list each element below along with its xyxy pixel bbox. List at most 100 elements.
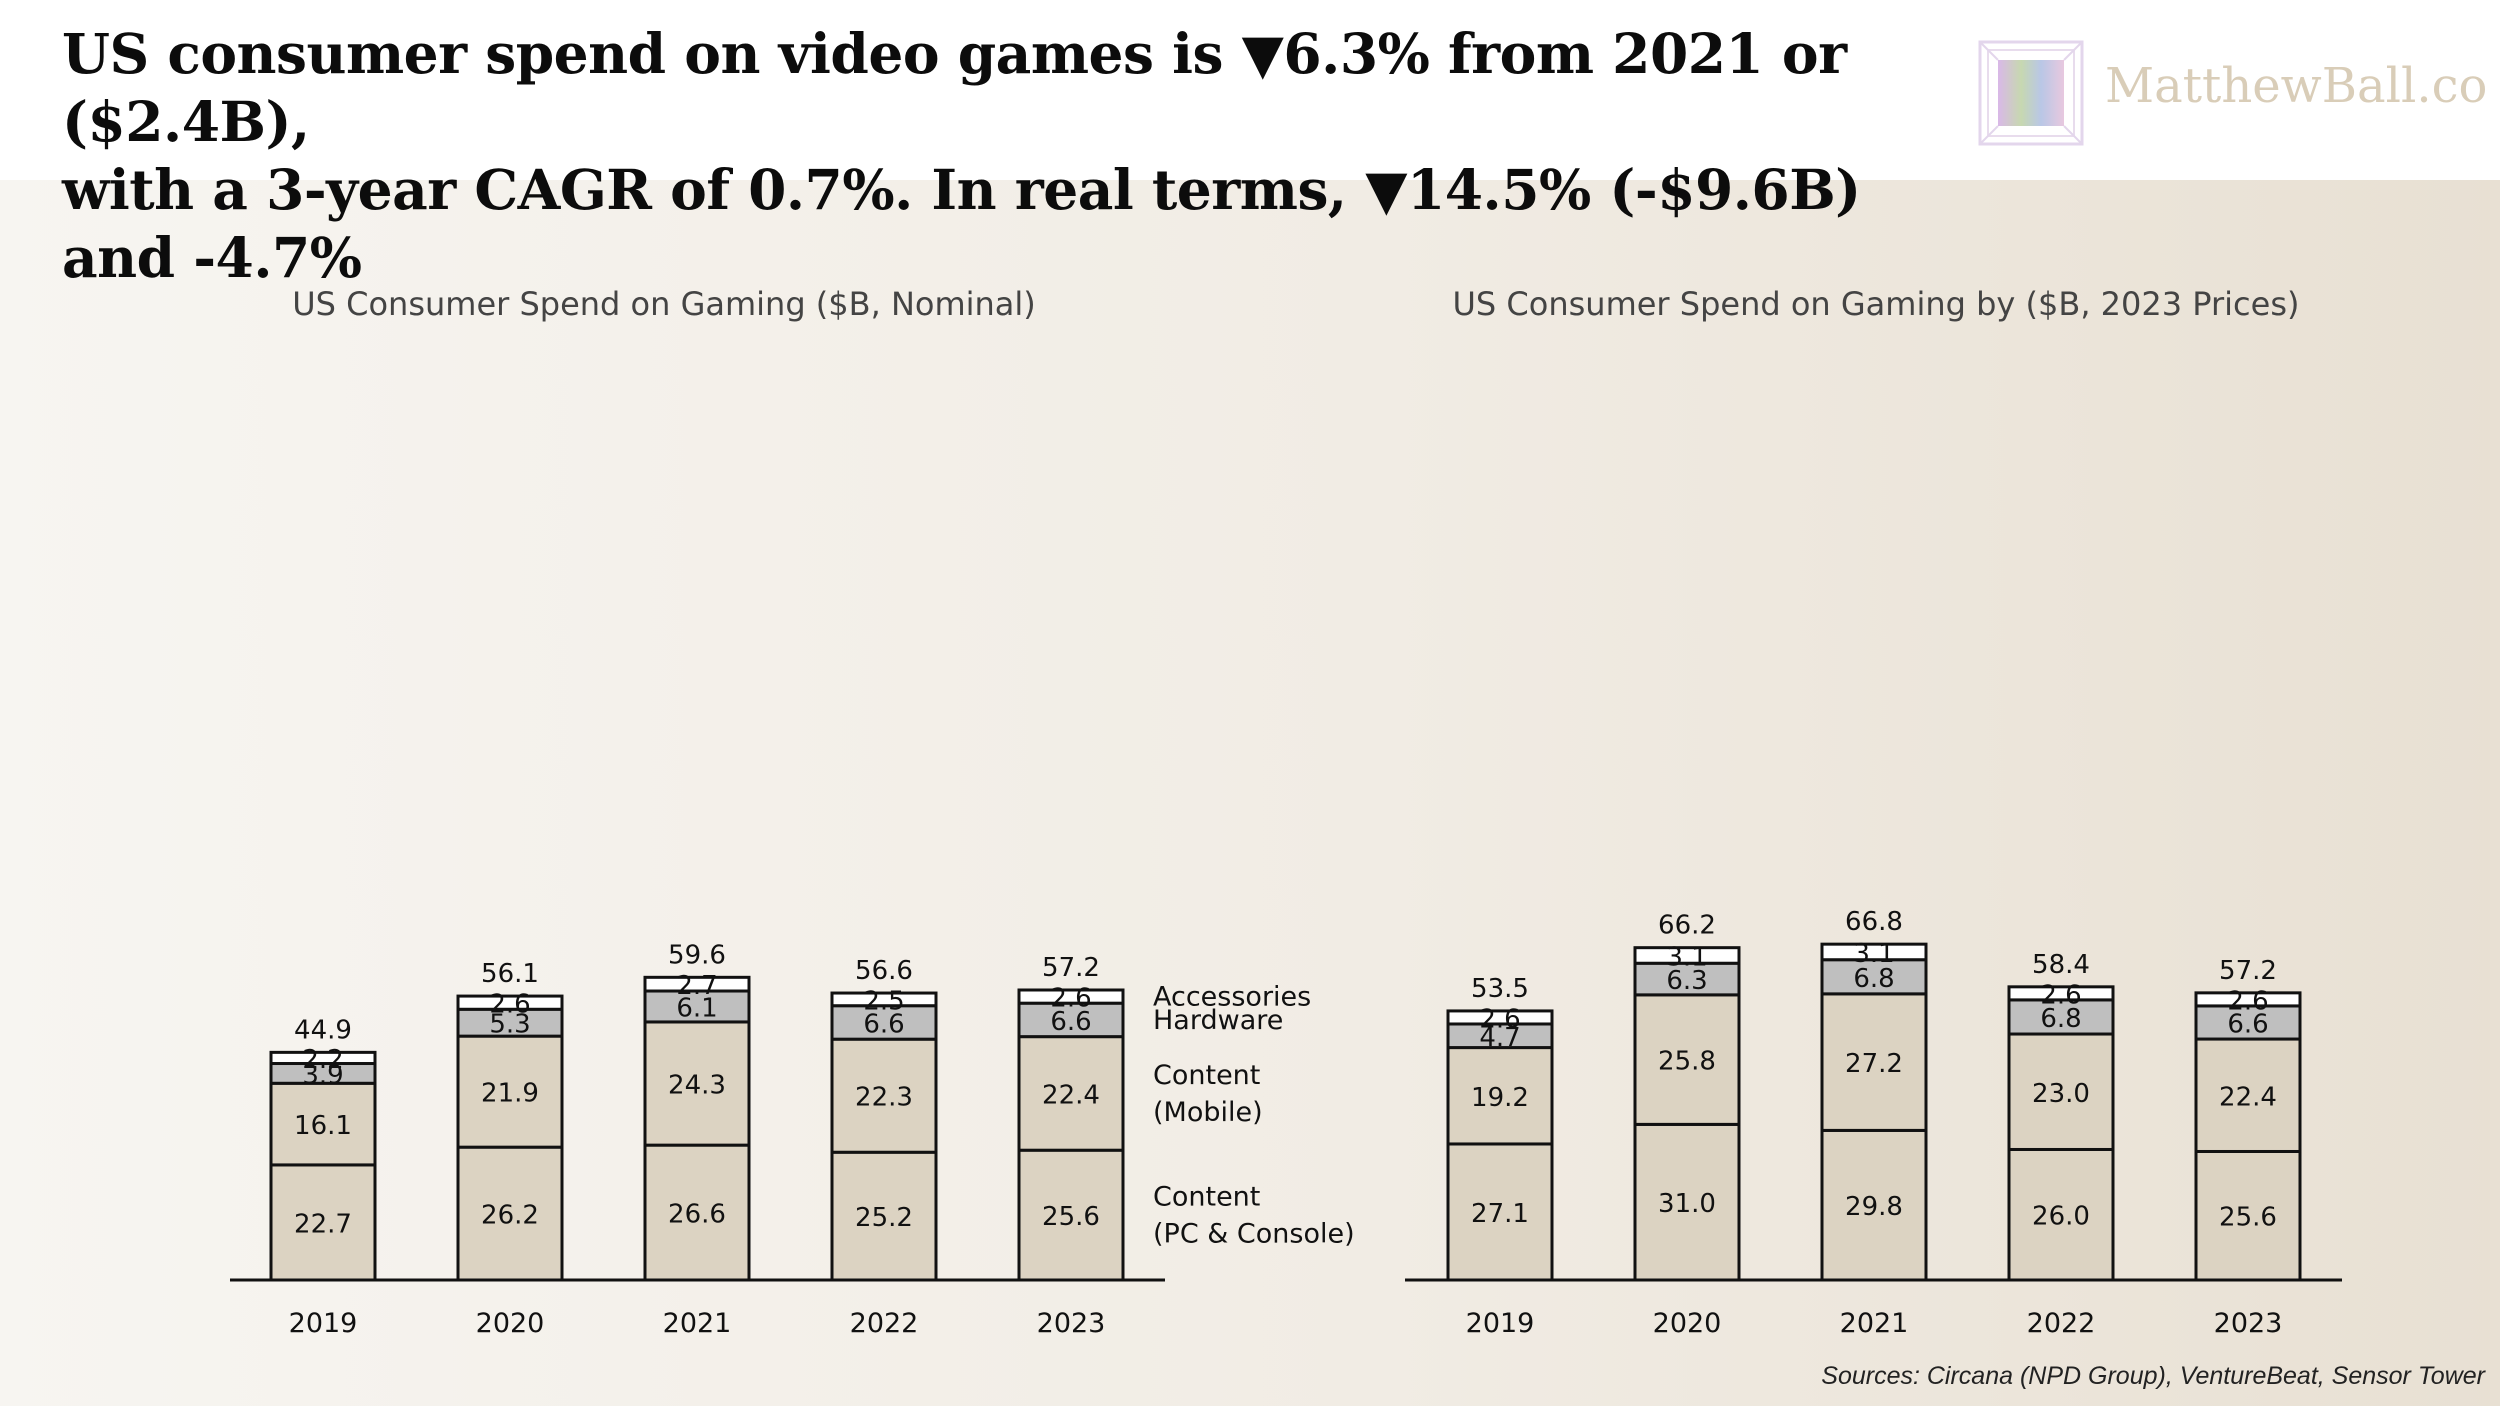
value-label-accessories-2019: 2.2 <box>302 1045 343 1075</box>
brand-logo-icon <box>1978 40 2084 146</box>
bar-segment-content-pc-console-2022 <box>830 1150 938 1282</box>
bar-segment-accessories-2020 <box>1633 946 1741 965</box>
value-label-content-pc-console-2022: 25.2 <box>855 1203 913 1233</box>
value-label-accessories-2021: 2.7 <box>676 971 717 1001</box>
value-label-accessories-2020: 2.6 <box>489 990 530 1020</box>
bar-segment-content-mobile-2023 <box>1017 1035 1125 1152</box>
category-label-2021: 2021 <box>663 1308 732 1339</box>
value-label-content-pc-console-2021: 29.8 <box>1845 1192 1903 1222</box>
value-label-hardware-2019: 3.9 <box>302 1060 343 1090</box>
total-label-2022: 56.6 <box>855 956 913 986</box>
value-label-hardware-2019: 4.7 <box>1479 1023 1520 1053</box>
category-label-2020: 2020 <box>476 1308 545 1339</box>
category-label-2022: 2022 <box>850 1308 919 1339</box>
total-label-2019: 44.9 <box>294 1015 352 1045</box>
category-label-2019: 2019 <box>1466 1308 1535 1339</box>
headline-line-2: with a 3-year CAGR of 0.7%. In real term… <box>62 157 1861 290</box>
headline-line-1: US consumer spend on video games is ▼6.3… <box>62 21 1847 154</box>
chart-nominal: US Consumer Spend on Gaming ($B, Nominal… <box>230 285 1355 1339</box>
bar-segment-content-pc-console-2019 <box>269 1163 377 1282</box>
bar-segment-content-pc-console-2023 <box>1017 1148 1125 1282</box>
value-label-hardware-2021: 6.1 <box>676 993 717 1023</box>
value-label-accessories-2022: 2.6 <box>2040 980 2081 1010</box>
total-label-2021: 59.6 <box>668 940 726 970</box>
value-label-content-pc-console-2019: 22.7 <box>294 1209 352 1239</box>
category-label-2021: 2021 <box>1840 1308 1909 1339</box>
value-label-content-pc-console-2022: 26.0 <box>2032 1202 2090 1232</box>
brand-name: MatthewBall.co <box>2105 58 2488 114</box>
bar-segment-accessories-2021 <box>643 975 751 993</box>
category-label-2019: 2019 <box>289 1308 358 1339</box>
value-label-content-pc-console-2019: 27.1 <box>1471 1199 1529 1229</box>
value-label-accessories-2021: 3.1 <box>1853 939 1894 969</box>
bar-segment-content-mobile-2022 <box>2007 1032 2115 1151</box>
bar-segment-content-mobile-2019 <box>269 1081 377 1167</box>
value-label-hardware-2021: 6.8 <box>1853 964 1894 994</box>
headline: US consumer spend on video games is ▼6.3… <box>62 20 1942 292</box>
bar-segment-content-pc-console-2022 <box>2007 1147 2115 1282</box>
value-label-accessories-2019: 2.6 <box>1479 1004 1520 1034</box>
value-label-hardware-2020: 5.3 <box>489 1010 530 1040</box>
bar-segment-hardware-2022 <box>830 1004 938 1041</box>
value-label-hardware-2022: 6.6 <box>863 1009 904 1039</box>
bar-segment-content-pc-console-2021 <box>643 1143 751 1282</box>
value-label-content-mobile-2021: 24.3 <box>668 1071 726 1101</box>
sources-note: Sources: Circana (NPD Group), VentureBea… <box>1821 1362 2485 1390</box>
total-label-2021: 66.8 <box>1845 907 1903 937</box>
legend-hardware: Hardware <box>1153 1005 1283 1036</box>
value-label-hardware-2023: 6.6 <box>2227 1009 2268 1039</box>
bar-segment-accessories-2019 <box>1446 1009 1554 1026</box>
value-label-content-mobile-2020: 25.8 <box>1658 1047 1716 1077</box>
value-label-content-mobile-2020: 21.9 <box>481 1079 539 1109</box>
bar-segment-content-mobile-2019 <box>1446 1046 1554 1146</box>
chart-nominal-title: US Consumer Spend on Gaming ($B, Nominal… <box>292 285 1036 323</box>
value-label-content-mobile-2019: 19.2 <box>1471 1083 1529 1113</box>
value-label-accessories-2023: 2.6 <box>1050 984 1091 1014</box>
bar-segment-accessories-2022 <box>830 991 938 1008</box>
bar-segment-accessories-2021 <box>1820 942 1928 962</box>
value-label-content-pc-console-2023: 25.6 <box>1042 1202 1100 1232</box>
total-label-2020: 66.2 <box>1658 911 1716 941</box>
value-label-content-pc-console-2020: 26.2 <box>481 1201 539 1231</box>
bar-segment-content-pc-console-2019 <box>1446 1142 1554 1282</box>
total-label-2019: 53.5 <box>1471 974 1529 1004</box>
value-label-hardware-2020: 6.3 <box>1666 966 1707 996</box>
value-label-accessories-2020: 3.1 <box>1666 942 1707 972</box>
bar-segment-accessories-2023 <box>1017 988 1125 1005</box>
value-label-accessories-2023: 2.6 <box>2227 986 2268 1016</box>
legend-content-mobile: Content (Mobile) <box>1153 1060 1263 1128</box>
bar-segment-hardware-2021 <box>643 989 751 1024</box>
chart-real: US Consumer Spend on Gaming by ($B, 2023… <box>1405 285 2342 1339</box>
value-label-content-mobile-2022: 22.3 <box>855 1083 913 1113</box>
bar-segment-accessories-2023 <box>2194 991 2302 1008</box>
bar-segment-accessories-2020 <box>456 994 564 1011</box>
value-label-accessories-2022: 2.5 <box>863 986 904 1016</box>
bar-segment-content-mobile-2021 <box>1820 992 1928 1132</box>
category-label-2023: 2023 <box>2214 1308 2283 1339</box>
value-label-content-pc-console-2023: 25.6 <box>2219 1203 2277 1233</box>
bar-segment-content-mobile-2020 <box>1633 993 1741 1126</box>
value-label-content-pc-console-2020: 31.0 <box>1658 1189 1716 1219</box>
bar-segment-accessories-2022 <box>2007 985 2115 1002</box>
bar-segment-content-mobile-2023 <box>2194 1037 2302 1153</box>
bar-segment-content-pc-console-2020 <box>456 1145 564 1282</box>
value-label-hardware-2022: 6.8 <box>2040 1004 2081 1034</box>
total-label-2023: 57.2 <box>2219 956 2277 986</box>
value-label-content-mobile-2023: 22.4 <box>2219 1082 2277 1112</box>
bar-segment-accessories-2019 <box>269 1050 377 1066</box>
value-label-content-mobile-2023: 22.4 <box>1042 1080 1100 1110</box>
bar-segment-content-mobile-2022 <box>830 1037 938 1154</box>
chart-real-title: US Consumer Spend on Gaming by ($B, 2023… <box>1453 285 2300 323</box>
bar-segment-hardware-2020 <box>1633 961 1741 997</box>
total-label-2022: 58.4 <box>2032 950 2090 980</box>
value-label-content-pc-console-2021: 26.6 <box>668 1200 726 1230</box>
category-label-2020: 2020 <box>1653 1308 1722 1339</box>
total-label-2020: 56.1 <box>481 959 539 989</box>
legend-content-pc-console: Content (PC & Console) <box>1153 1182 1355 1250</box>
value-label-content-mobile-2019: 16.1 <box>294 1111 352 1141</box>
value-label-content-mobile-2021: 27.2 <box>1845 1049 1903 1079</box>
value-label-hardware-2023: 6.6 <box>1050 1007 1091 1037</box>
total-label-2023: 57.2 <box>1042 953 1100 983</box>
